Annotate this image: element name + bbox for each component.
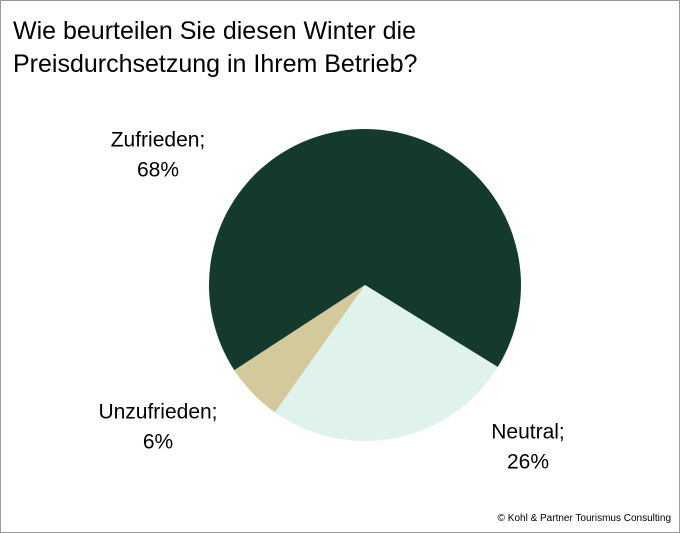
pie-slice xyxy=(274,285,498,442)
chart-title: Wie beurteilen Sie diesen Winter die Pre… xyxy=(13,17,418,78)
pie-slice xyxy=(234,285,365,413)
value-label: 68% xyxy=(137,159,179,182)
slice-label: Zufrieden; xyxy=(111,129,206,152)
value-label: 26% xyxy=(507,451,549,474)
pie-slice xyxy=(209,129,521,371)
value-label: 6% xyxy=(143,431,173,454)
slice-label: Neutral; xyxy=(491,421,565,444)
source-note: © Kohl & Partner Tourismus Consulting xyxy=(497,513,671,524)
slice-label: Unzufrieden; xyxy=(98,401,217,424)
